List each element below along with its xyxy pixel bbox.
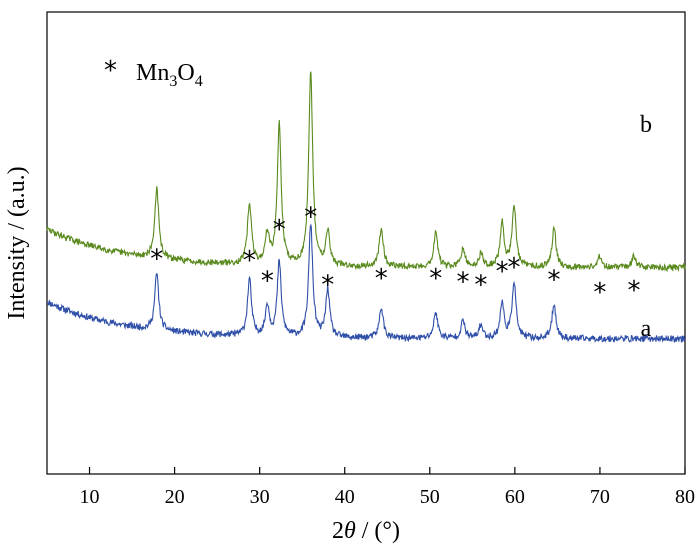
curve-labels-group: ab — [640, 112, 652, 342]
peak-marker: * — [627, 276, 640, 306]
series-label-b: b — [640, 112, 652, 138]
x-ticks-group: 10 20 30 40 50 60 70 80 — [80, 467, 695, 508]
series-line-a — [46, 223, 686, 343]
peak-marker: * — [547, 266, 560, 296]
plot-frame — [46, 11, 686, 475]
peak-marker: * — [474, 271, 487, 301]
x-tick-label: 80 — [675, 486, 695, 508]
peak-marker: * — [456, 268, 469, 298]
peak-marker: * — [261, 266, 274, 296]
x-tick-label: 20 — [165, 486, 185, 508]
peak-markers-group: * *** ** * * * * ** * * * — [150, 203, 640, 309]
x-tick-label: 30 — [250, 486, 270, 508]
peak-marker: * — [321, 271, 334, 301]
x-tick-label: 60 — [505, 486, 525, 508]
x-tick-label: 10 — [80, 486, 100, 508]
curves-group — [46, 71, 686, 343]
x-tick-label: 70 — [590, 486, 610, 508]
peak-marker: * — [150, 245, 163, 275]
x-tick-label: 50 — [420, 486, 440, 508]
series-label-a: a — [641, 316, 652, 342]
peak-marker: * — [508, 253, 521, 283]
x-tick-label: 40 — [335, 486, 355, 508]
legend-label: Mn3O4 — [136, 60, 203, 90]
peak-marker: * — [375, 264, 388, 294]
x-axis-title: 2θ / (°) — [332, 518, 400, 544]
peak-marker: * — [243, 246, 256, 276]
legend-marker: * — [104, 56, 117, 86]
peak-marker: * — [429, 264, 442, 294]
y-axis-title: Intensity / (a.u.) — [4, 166, 30, 319]
series-line-b — [46, 71, 686, 273]
peak-marker: * — [304, 203, 317, 233]
peak-marker: * — [593, 278, 606, 308]
peak-marker: * — [496, 257, 509, 287]
peak-marker: * — [273, 215, 286, 245]
